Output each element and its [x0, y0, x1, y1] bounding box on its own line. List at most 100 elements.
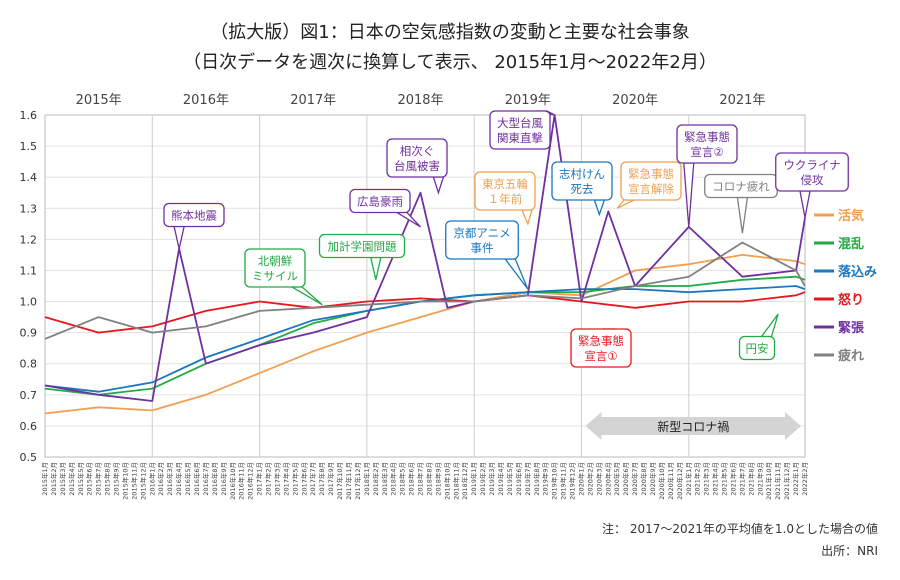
chart-source: 出所：NRI [821, 544, 878, 558]
x-tick-label: 2018年12月 [460, 462, 469, 500]
callout-pointer [736, 196, 749, 234]
x-tick-label: 2015年1月 [40, 462, 49, 496]
x-tick-label: 2017年5月 [290, 462, 299, 496]
x-tick-label: 2019年7月 [523, 462, 532, 496]
year-label: 2019年 [505, 93, 551, 108]
x-tick-label: 2021年2月 [693, 462, 702, 496]
x-tick-label: 2016年10月 [228, 462, 237, 500]
x-tick-label: 2015年7月 [94, 462, 103, 496]
series-line [44, 275, 806, 396]
x-tick-label: 2020年2月 [585, 462, 594, 496]
x-tick-label: 2020年12月 [675, 462, 684, 500]
callout-label: 加計学園問題 [328, 240, 397, 254]
callout-box [163, 202, 225, 228]
callout-label: 熊本地震 [171, 209, 217, 223]
callout-label: 事件 [471, 241, 494, 255]
callout-box [676, 124, 738, 164]
x-tick-label: 2016年3月 [165, 462, 174, 496]
callout-label: 志村けん [559, 167, 605, 181]
callout-label: 緊急事態 [628, 167, 674, 181]
callout-label: 宣言解除 [628, 182, 674, 196]
x-tick-label: 2018年4月 [389, 462, 398, 496]
corona-label: 新型コロナ禍 [657, 419, 729, 434]
legend-label: 緊張 [838, 320, 865, 336]
x-tick-label: 2016年1月 [147, 462, 156, 496]
x-tick-label: 2020年9月 [648, 462, 657, 496]
x-tick-label: 2020年7月 [630, 462, 639, 496]
x-tick-label: 2017年10月 [335, 462, 344, 500]
x-tick-label: 2021年3月 [702, 462, 711, 496]
y-tick-label: 1.1 [20, 264, 38, 277]
x-tick-label: 2016年9月 [219, 462, 228, 496]
callout-label: 関東直撃 [497, 131, 543, 145]
x-tick-label: 2015年9月 [112, 462, 121, 496]
x-tick-label: 2019年3月 [487, 462, 496, 496]
callout-box [349, 188, 411, 214]
x-tick-label: 2019年5月 [505, 462, 514, 496]
x-tick-label: 2021年11月 [773, 462, 782, 500]
x-tick-label: 2019年10月 [550, 462, 559, 500]
x-tick-label: 2015年8月 [103, 462, 112, 496]
x-tick-label: 2015年11月 [129, 462, 138, 500]
x-tick-label: 2015年12月 [138, 462, 147, 500]
y-tick-label: 1.0 [20, 296, 38, 309]
callout-pointer [173, 225, 185, 249]
x-tick-label: 2016年4月 [174, 462, 183, 496]
x-tick-label: 2020年3月 [594, 462, 603, 496]
y-tick-label: 0.5 [20, 451, 38, 464]
callout-box [474, 171, 536, 211]
series-line [44, 285, 806, 393]
callout-pointer [521, 209, 533, 226]
x-tick-label: 2021年8月 [746, 462, 755, 496]
callout-pointer [394, 211, 422, 228]
callout-box [244, 248, 306, 288]
legend-label: 混乱 [838, 236, 864, 252]
callout-label: 緊急事態 [578, 334, 624, 348]
x-tick-label: 2016年6月 [192, 462, 201, 496]
x-tick-label: 2016年2月 [156, 462, 165, 496]
callout-label: １年前 [488, 192, 523, 206]
callout-pointer [683, 162, 695, 227]
year-label: 2020年 [612, 93, 658, 108]
x-tick-label: 2015年4月 [67, 462, 76, 496]
x-tick-label: 2017年8月 [317, 462, 326, 496]
y-tick-label: 0.8 [20, 358, 38, 371]
x-tick-label: 2015年10月 [120, 462, 129, 500]
x-tick-label: 2017年7月 [308, 462, 317, 496]
y-tick-label: 0.6 [20, 420, 38, 433]
series-line [44, 291, 806, 334]
x-tick-label: 2019年1月 [469, 462, 478, 496]
callout-label: 侵攻 [801, 173, 824, 187]
x-tick-label: 2017年4月 [281, 462, 290, 496]
x-tick-label: 2017年6月 [299, 462, 308, 496]
x-tick-label: 2017年1月 [255, 462, 264, 496]
callout-box [445, 220, 519, 260]
x-tick-label: 2018年9月 [433, 462, 442, 496]
callout-box [775, 152, 849, 192]
x-tick-label: 2019年8月 [532, 462, 541, 496]
callout-pointer [503, 258, 529, 290]
callout-label: 円安 [746, 342, 769, 356]
x-tick-label: 2019年6月 [514, 462, 523, 496]
callout-pointer [593, 199, 606, 217]
chart-note: 注： 2017～2021年の平均値を1.0とした場合の値 [602, 522, 878, 536]
y-tick-label: 1.2 [20, 233, 38, 246]
x-tick-label: 2019年12月 [568, 462, 577, 500]
x-tick-label: 2019年11月 [559, 462, 568, 500]
callout-box [551, 161, 613, 201]
callout-label: 宣言② [690, 145, 723, 159]
x-tick-label: 2018年7月 [416, 462, 425, 496]
year-label: 2015年 [76, 93, 122, 108]
x-tick-label: 2017年3月 [272, 462, 281, 496]
callout-box [386, 138, 448, 178]
callout-pointer [616, 199, 635, 209]
x-tick-label: 2019年4月 [496, 462, 505, 496]
callout-label: 広島豪雨 [357, 195, 403, 209]
callout-box [318, 233, 406, 259]
x-tick-label: 2015年5月 [76, 462, 85, 496]
x-tick-label: 2021年12月 [782, 462, 791, 500]
legend-label: 活気 [838, 208, 864, 224]
legend-label: 疲れ [838, 348, 864, 364]
x-tick-label: 2020年1月 [576, 462, 585, 496]
